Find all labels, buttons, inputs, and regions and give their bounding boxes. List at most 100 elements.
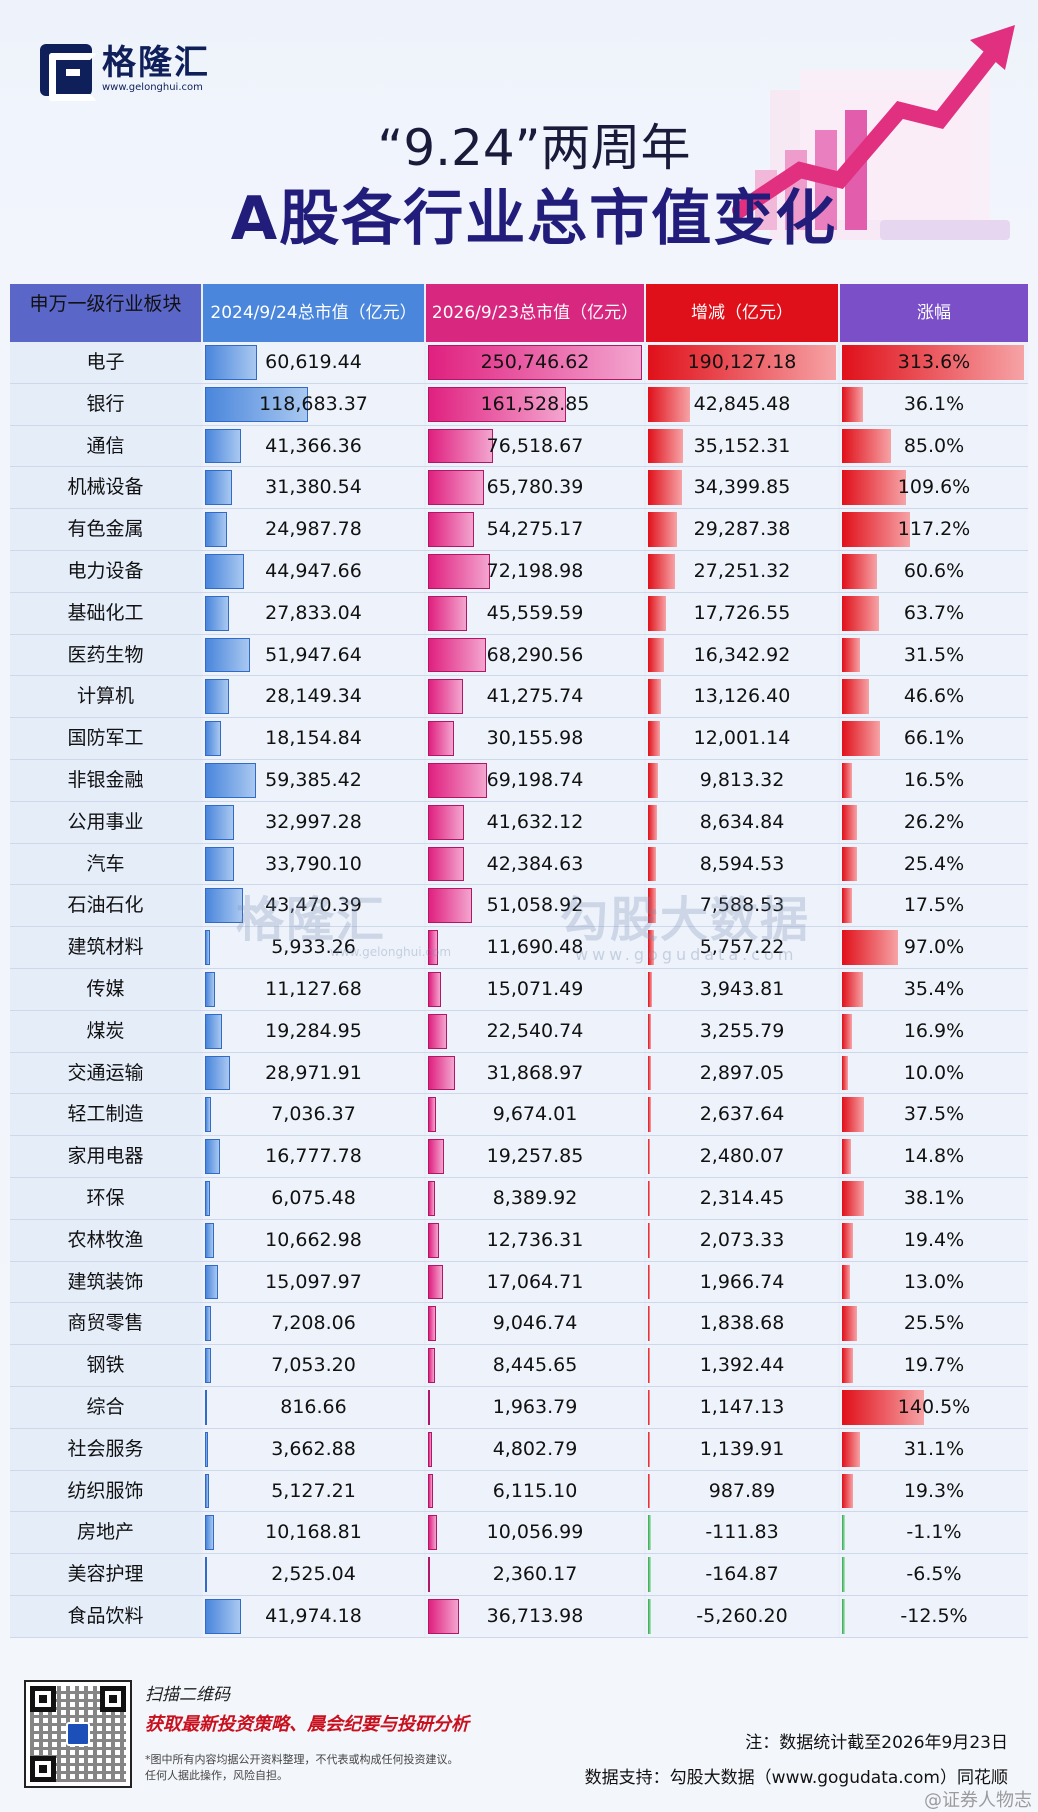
cap-2024: 10,168.81 — [203, 1512, 426, 1554]
pct-value: 19.7% — [903, 1354, 965, 1377]
change: 7,588.53 — [646, 885, 840, 927]
change-bar — [648, 804, 657, 840]
change-value: 2,897.05 — [699, 1061, 785, 1084]
change: -5,260.20 — [646, 1595, 840, 1637]
pct-bar — [842, 1180, 865, 1216]
cap-2026-bar — [428, 1389, 430, 1425]
pct: 36.1% — [840, 383, 1028, 425]
cap-2024-bar — [205, 1473, 210, 1509]
cap-2024: 5,933.26 — [203, 927, 426, 968]
change-bar — [648, 512, 677, 547]
change-bar — [648, 637, 665, 673]
cap-2026: 54,275.17 — [426, 509, 646, 550]
industry-name: 交通运输 — [10, 1052, 203, 1094]
cap-2026-bar — [428, 1473, 434, 1509]
table-row: 传媒 11,127.68 15,071.49 3,943.81 35.4% — [10, 968, 1028, 1011]
pct: 10.0% — [840, 1052, 1028, 1094]
cap-2026-value: 65,780.39 — [486, 476, 584, 499]
cap-2026: 30,155.98 — [426, 718, 646, 759]
disclaimer-line-1: *图中所有内容均据公开资料整理，不代表或构成任何投资建议。 — [145, 1753, 459, 1766]
cap-2024-value: 41,366.36 — [265, 434, 362, 457]
table-row: 家用电器 16,777.78 19,257.85 2,480.07 14.8% — [10, 1136, 1028, 1178]
qr-code-icon — [24, 1680, 132, 1788]
table-row: 农林牧渔 10,662.98 12,736.31 2,073.33 19.4% — [10, 1219, 1028, 1262]
cap-2024-value: 24,987.78 — [265, 518, 362, 541]
change-bar — [648, 1348, 650, 1383]
industry-name: 轻工制造 — [10, 1094, 203, 1136]
cap-2024-bar — [205, 721, 221, 756]
table-row: 社会服务 3,662.88 4,802.79 1,139.91 31.1% — [10, 1428, 1028, 1471]
table-row: 美容护理 2,525.04 2,360.17 -164.87 -6.5% — [10, 1554, 1028, 1596]
cap-2026-bar — [428, 637, 487, 673]
change-bar — [648, 1473, 650, 1509]
pct-value: 38.1% — [903, 1186, 965, 1209]
cap-2024-value: 51,947.64 — [265, 643, 362, 666]
industry-name: 建筑材料 — [10, 927, 203, 968]
pct-value: 31.1% — [903, 1437, 965, 1460]
header-change: 增减（亿元） — [646, 284, 840, 342]
cap-2024-bar — [205, 470, 233, 506]
cap-2024: 15,097.97 — [203, 1261, 426, 1303]
change-value: 12,001.14 — [693, 727, 791, 750]
table-row: 钢铁 7,053.20 8,445.65 1,392.44 19.7% — [10, 1345, 1028, 1387]
change-bar — [648, 1180, 651, 1216]
cap-2026-bar — [428, 1139, 445, 1174]
pct-bar — [842, 428, 892, 464]
change: -164.87 — [646, 1554, 840, 1595]
cap-2026-bar — [428, 721, 454, 756]
cap-2026: 45,559.59 — [426, 592, 646, 634]
cap-2026: 250,746.62 — [426, 342, 646, 383]
change-value: 8,594.53 — [699, 852, 785, 875]
change-bar — [648, 721, 660, 756]
industry-name: 钢铁 — [10, 1345, 203, 1386]
header-cap-2026: 2026/9/23总市值（亿元） — [426, 284, 646, 342]
cap-2026-bar — [428, 428, 494, 464]
industry-name: 汽车 — [10, 843, 203, 885]
cap-2026: 42,384.63 — [426, 843, 646, 885]
pct: 313.6% — [840, 342, 1028, 383]
industry-name: 美容护理 — [10, 1554, 203, 1595]
pct-bar — [842, 637, 861, 673]
cap-2026-value: 41,275.74 — [486, 685, 584, 708]
cap-2024-value: 43,470.39 — [265, 894, 362, 917]
change-value: 2,314.45 — [699, 1186, 785, 1209]
cap-2024: 19,284.95 — [203, 1010, 426, 1052]
change-value: 3,255.79 — [699, 1019, 785, 1042]
industry-name: 通信 — [10, 425, 203, 467]
cap-2026-bar — [428, 345, 642, 380]
change: 1,392.44 — [646, 1345, 840, 1386]
cap-2024: 2,525.04 — [203, 1554, 426, 1595]
pct-value: 140.5% — [897, 1395, 971, 1418]
pct: 35.4% — [840, 968, 1028, 1010]
title-line-1: “9.24”两周年 — [377, 119, 691, 177]
cap-2024-value: 10,168.81 — [265, 1521, 362, 1544]
change: 1,838.68 — [646, 1303, 840, 1345]
table-row: 公用事业 32,997.28 41,632.12 8,634.84 26.2% — [10, 801, 1028, 844]
cap-2024-bar — [205, 1222, 215, 1258]
industry-name: 社会服务 — [10, 1428, 203, 1470]
pct-value: 37.5% — [903, 1103, 965, 1126]
change-value: 27,251.32 — [693, 559, 791, 582]
cap-2024: 16,777.78 — [203, 1136, 426, 1177]
industry-name: 房地产 — [10, 1512, 203, 1554]
pct-bar — [842, 512, 911, 547]
cap-2024: 31,380.54 — [203, 467, 426, 509]
cap-2026: 9,674.01 — [426, 1094, 646, 1136]
cap-2026-value: 72,198.98 — [486, 559, 584, 582]
change-bar — [648, 1557, 651, 1592]
cap-2024: 11,127.68 — [203, 968, 426, 1010]
change-bar — [648, 1598, 651, 1634]
cap-2026: 10,056.99 — [426, 1512, 646, 1554]
change: 2,897.05 — [646, 1052, 840, 1094]
cap-2026-value: 41,632.12 — [486, 810, 584, 833]
change-value: 5,757.22 — [699, 936, 785, 959]
cap-2026-value: 45,559.59 — [486, 601, 584, 624]
change: 3,255.79 — [646, 1010, 840, 1052]
watermark-url: www.gelonghui.com — [330, 945, 452, 959]
table-row: 交通运输 28,971.91 31,868.97 2,897.05 10.0% — [10, 1052, 1028, 1095]
change-value: -111.83 — [705, 1521, 779, 1544]
cap-2026-bar — [428, 1515, 437, 1551]
pct-bar — [842, 1264, 850, 1300]
cap-2026: 2,360.17 — [426, 1554, 646, 1595]
pct-bar — [842, 679, 870, 715]
